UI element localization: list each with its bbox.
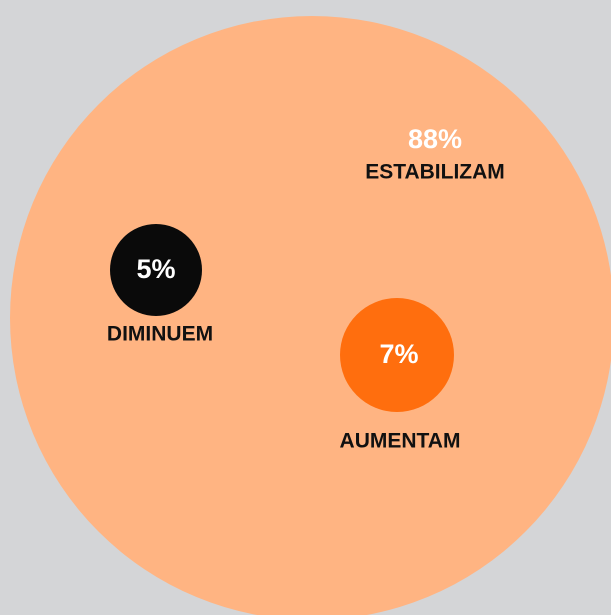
category-label: ESTABILIZAM — [365, 161, 505, 184]
bubble — [110, 224, 202, 316]
bubble — [340, 298, 454, 412]
category-label: AUMENTAM — [340, 430, 461, 453]
value-label: 7% — [379, 339, 418, 369]
bubble — [10, 16, 611, 615]
category-label: DIMINUEM — [107, 323, 213, 346]
value-label: 88% — [408, 124, 462, 154]
value-label: 5% — [136, 254, 175, 284]
